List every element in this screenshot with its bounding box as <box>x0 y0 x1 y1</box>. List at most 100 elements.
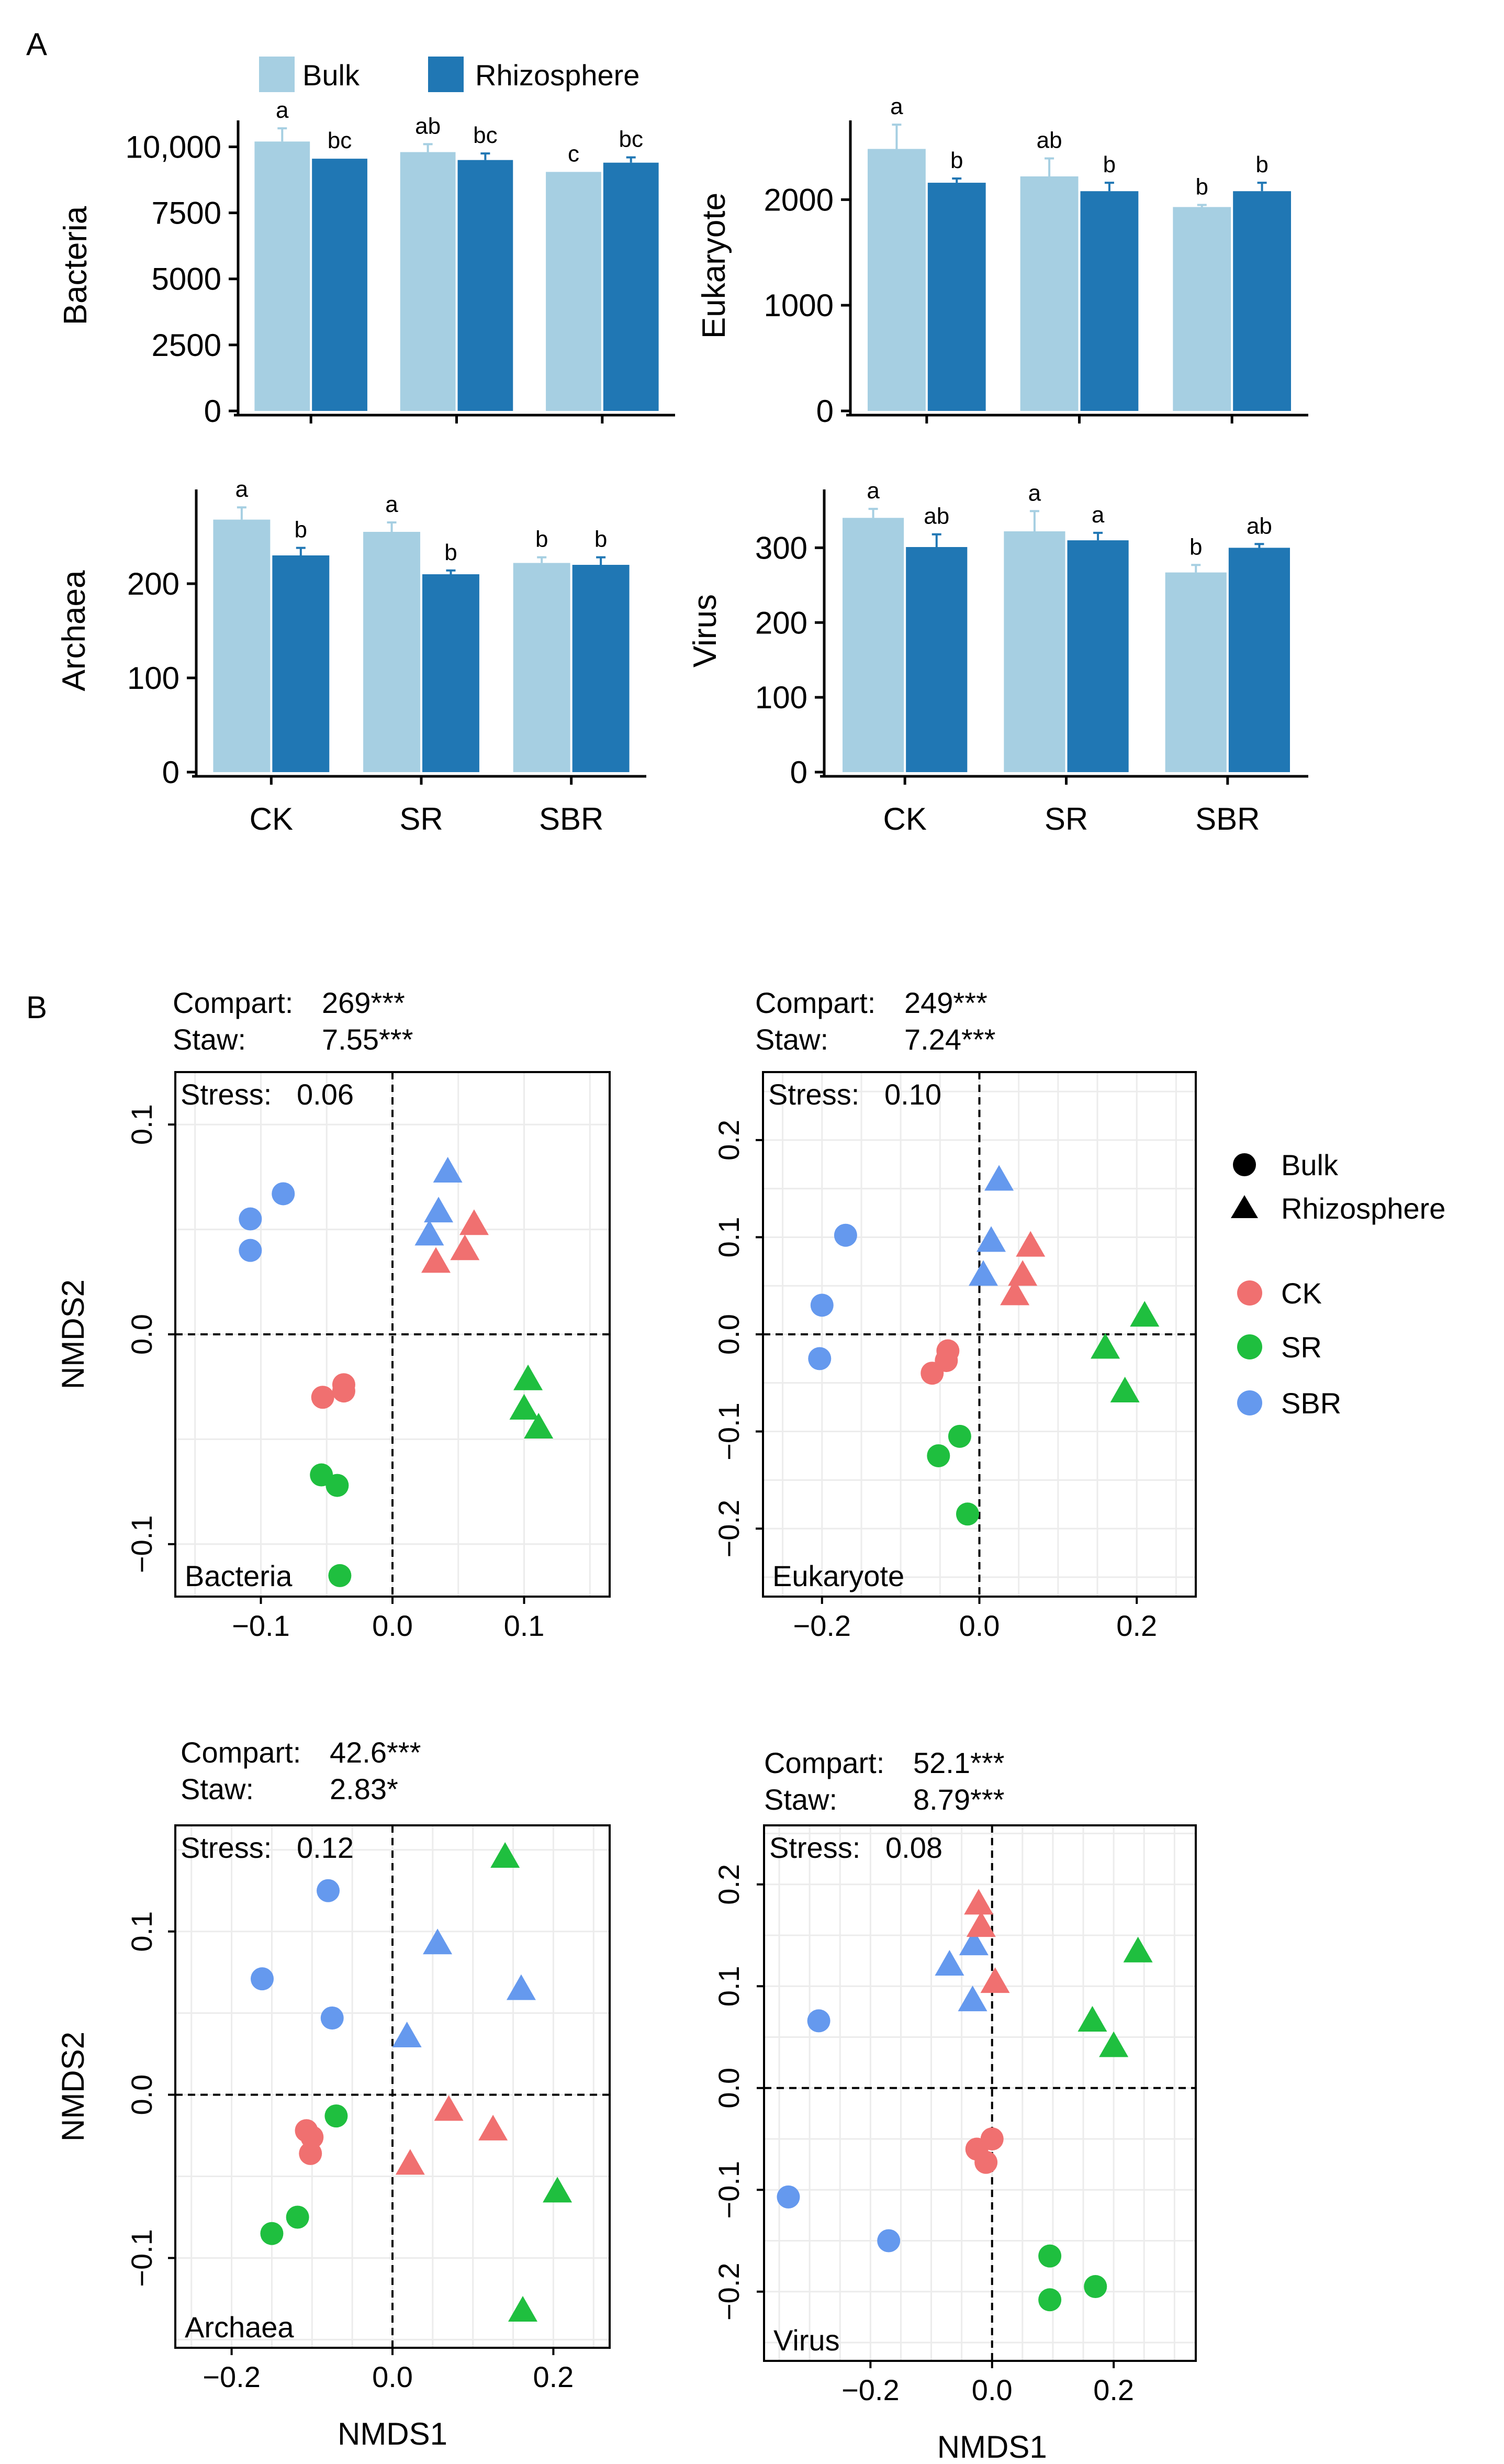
y-tick-label: −0.1 <box>125 1515 158 1574</box>
staw-value: 7.55*** <box>322 1023 413 1056</box>
bar-chart-virus: 0 100 200 300 Virus CK a ab SR a a SBR b ab <box>687 478 1308 837</box>
point-bulk-sr <box>260 2222 284 2245</box>
significance-letter: ab <box>924 504 949 529</box>
significance-letter: a <box>385 492 398 517</box>
x-tick-label: CK <box>250 801 293 837</box>
legend-b-bulk-label: Bulk <box>1281 1149 1339 1181</box>
point-bulk-sbr <box>251 1967 274 1991</box>
staw-label: Staw: <box>764 1783 837 1816</box>
point-rhizosphere-sr <box>1123 1936 1153 1963</box>
bar-bulk-sr <box>1020 176 1079 411</box>
staw-label: Staw: <box>181 1772 254 1805</box>
y-axis-label: NMDS2 <box>55 2032 91 2142</box>
point-rhizosphere-sbr <box>984 1165 1014 1191</box>
x-axis-label: NMDS1 <box>937 2429 1047 2464</box>
point-rhizosphere-sbr <box>433 1157 463 1183</box>
panel-label-b: B <box>26 990 47 1025</box>
point-rhizosphere-sr <box>543 2177 573 2203</box>
point-rhizosphere-ck <box>395 2149 425 2175</box>
significance-letter: b <box>950 148 963 173</box>
y-axis-label: Archaea <box>56 570 92 691</box>
taxon-label: Archaea <box>185 2311 294 2344</box>
legend-b-rhizosphere-label: Rhizosphere <box>1281 1192 1445 1225</box>
point-bulk-ck <box>332 1379 355 1403</box>
bar-rhizosphere-sr <box>1080 191 1139 411</box>
y-tick-label: −0.2 <box>712 1500 745 1558</box>
bar-bulk-sbr <box>513 563 570 772</box>
y-tick-label: 0.0 <box>125 1314 158 1355</box>
taxon-label: Bacteria <box>185 1559 293 1592</box>
legend-rhizosphere-triangle-icon <box>1231 1195 1258 1218</box>
point-rhizosphere-sbr <box>506 1974 536 2000</box>
point-bulk-sbr <box>807 2009 830 2033</box>
x-tick-label: 0.0 <box>372 1609 413 1642</box>
compart-label: Compart: <box>181 1736 301 1769</box>
panel-label-a: A <box>26 27 47 62</box>
y-tick-label: 0.0 <box>712 1314 745 1355</box>
compart-label: Compart: <box>173 986 293 1019</box>
significance-letter: b <box>444 540 457 565</box>
y-tick-label: 0.1 <box>125 1104 158 1145</box>
staw-value: 2.83* <box>330 1772 398 1805</box>
compart-value: 52.1*** <box>913 1746 1004 1779</box>
y-tick-label: 0 <box>790 755 807 790</box>
nmds-plot-virus: Compart: 52.1*** Staw: 8.79*** −0.2 0.0 0.2 −0.… <box>712 1746 1197 2464</box>
point-rhizosphere-sbr <box>423 1928 453 1955</box>
stress-label: Stress: <box>768 1078 859 1111</box>
bar-bulk-ck <box>868 149 926 411</box>
point-rhizosphere-ck <box>450 1234 480 1261</box>
point-rhizosphere-ck <box>434 2095 464 2121</box>
point-rhizosphere-sr <box>1099 2031 1129 2057</box>
point-bulk-sr <box>927 1444 950 1467</box>
y-tick-label: 7500 <box>152 196 221 231</box>
bar-chart-bacteria: 0 2500 5000 7500 10,000 Bacteria a bc ab bc c bc <box>58 97 675 429</box>
point-rhizosphere-ck <box>966 1911 996 1937</box>
legend-sr-label: SR <box>1281 1331 1322 1364</box>
y-tick-label: 0 <box>162 755 179 790</box>
x-tick-label: −0.1 <box>232 1609 290 1642</box>
significance-letter: b <box>594 527 607 552</box>
x-axis-label: NMDS1 <box>338 2416 447 2451</box>
compart-value: 249*** <box>904 986 987 1019</box>
point-rhizosphere-ck <box>1008 1260 1038 1286</box>
y-tick-label: 0.2 <box>712 1864 745 1905</box>
compart-label: Compart: <box>755 986 876 1019</box>
point-bulk-sr <box>1038 2244 1062 2268</box>
stress-label: Stress: <box>181 1078 272 1111</box>
y-tick-label: 300 <box>755 530 807 565</box>
legend-ck-circle-icon <box>1237 1280 1262 1306</box>
point-bulk-ck <box>980 2127 1004 2151</box>
point-bulk-ck <box>974 2150 998 2174</box>
significance-letter: b <box>1103 152 1116 177</box>
bar-bulk-sr <box>363 532 420 772</box>
point-rhizosphere-sbr <box>959 1930 989 1956</box>
compart-label: Compart: <box>764 1746 884 1779</box>
x-tick-label: −0.2 <box>793 1609 851 1642</box>
bar-bulk-sbr <box>1173 207 1231 411</box>
bar-bulk-sr <box>400 152 456 411</box>
bar-rhizosphere-ck <box>272 555 330 772</box>
significance-letter: a <box>867 478 880 504</box>
x-tick-label: SR <box>399 801 443 837</box>
point-bulk-sbr <box>777 2185 800 2209</box>
y-tick-label: −0.2 <box>712 2262 745 2321</box>
point-rhizosphere-sr <box>508 2296 537 2322</box>
y-tick-label: 0.2 <box>712 1120 745 1161</box>
bar-rhizosphere-sbr <box>1228 548 1290 772</box>
legend-bulk-label: Bulk <box>302 59 360 92</box>
compart-value: 42.6*** <box>330 1736 421 1769</box>
stress-value: 0.06 <box>297 1078 354 1111</box>
bar-bulk-sbr <box>1165 572 1227 772</box>
significance-letter: a <box>1092 502 1105 528</box>
significance-letter: b <box>1189 534 1202 560</box>
bar-rhizosphere-sbr <box>572 565 630 772</box>
bar-rhizosphere-sr <box>457 160 513 411</box>
taxon-label: Virus <box>773 2324 840 2357</box>
bar-rhizosphere-sbr <box>1233 191 1291 411</box>
bar-legend: Bulk Rhizosphere <box>259 57 639 92</box>
legend-bulk-swatch <box>259 57 295 92</box>
nmds-plot-archaea: Compart: 42.6*** Staw: 2.83* −0.2 0.0 0.2 −0.1 0… <box>55 1736 611 2451</box>
y-tick-label: 0.0 <box>712 2068 745 2109</box>
